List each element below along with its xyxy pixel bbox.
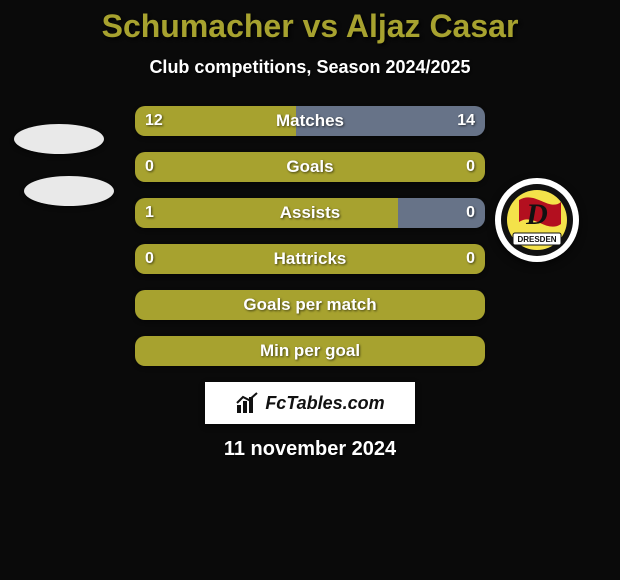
stat-bar-right: [296, 106, 485, 136]
stat-bar-row: Hattricks00: [135, 244, 485, 274]
stat-bar-row: Min per goal: [135, 336, 485, 366]
stat-bar-left: [135, 244, 485, 274]
svg-text:D: D: [525, 198, 548, 231]
player-badge: [24, 176, 114, 206]
stat-bar-left: [135, 152, 485, 182]
stat-bar-row: Goals00: [135, 152, 485, 182]
player-badge: [14, 124, 104, 154]
stat-bar-right: [398, 198, 486, 228]
date-text: 11 november 2024: [0, 438, 620, 461]
stat-bar-row: Matches1214: [135, 106, 485, 136]
stat-bar-left: [135, 106, 296, 136]
stat-bar-left: [135, 198, 398, 228]
page-title: Schumacher vs Aljaz Casar: [0, 8, 620, 45]
stat-bar-left: [135, 336, 485, 366]
stat-bar-row: Assists10: [135, 198, 485, 228]
source-logo: FcTables.com: [205, 382, 415, 424]
right-club-badge: D DRESDEN: [495, 178, 579, 262]
svg-text:DRESDEN: DRESDEN: [517, 235, 556, 244]
stat-bar-left: [135, 290, 485, 320]
stat-bar-row: Goals per match: [135, 290, 485, 320]
subtitle: Club competitions, Season 2024/2025: [0, 57, 620, 78]
stat-bars: Matches1214 Goals00 Assists10 Hattricks00 Go…: [135, 106, 485, 366]
club-crest-icon: D DRESDEN: [495, 178, 579, 262]
comparison-infographic: Schumacher vs Aljaz Casar Club competiti…: [0, 0, 620, 580]
source-logo-text: FcTables.com: [265, 393, 384, 414]
chart-icon: [235, 391, 259, 415]
